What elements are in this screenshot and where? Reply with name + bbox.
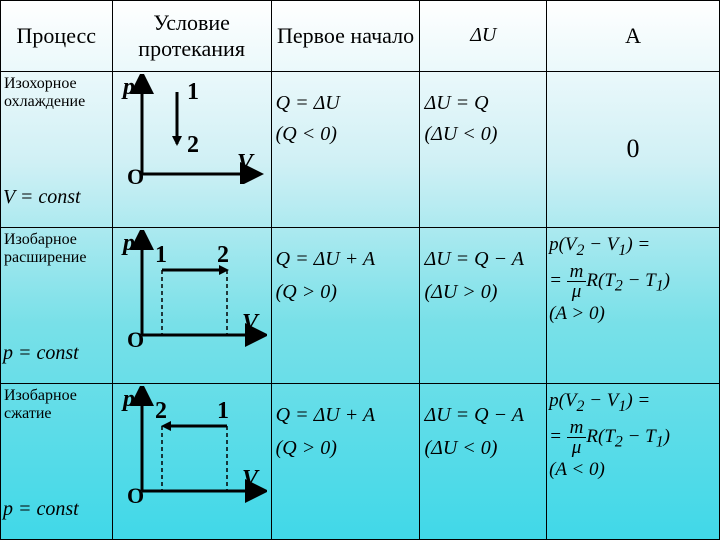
work-eq: = <box>549 269 567 290</box>
svg-text:p: p <box>121 386 135 412</box>
deltaU-cell: ΔU = Q − A (ΔU < 0) <box>420 383 547 539</box>
svg-text:p: p <box>121 74 135 100</box>
const-label: p = const <box>3 498 79 521</box>
header-work: A <box>547 1 720 72</box>
work-end2: ) <box>664 426 670 447</box>
table-row: Изохорное охлаждение V = const p V O 1 2 <box>1 71 720 227</box>
work-formula: p(V2 − V1) = = mμR(T2 − T1) (A > 0) <box>549 232 717 328</box>
svg-text:2: 2 <box>155 398 167 424</box>
header-condition: Условие протекания <box>112 1 271 72</box>
work-mid: − V <box>584 234 618 255</box>
pv-diagram-isobaric-comp: p V O 1 2 <box>117 386 267 506</box>
first-law-sub: (Q > 0) <box>276 437 416 460</box>
first-law-cell: Q = ΔU + A (Q > 0) <box>271 383 420 539</box>
header-deltaU: ΔU <box>420 1 547 72</box>
deltaU-eq: ΔU = Q − A <box>424 404 542 427</box>
work-r: R(T <box>586 269 615 290</box>
work-p: p <box>549 390 559 411</box>
deltaU-eq: ΔU = Q − A <box>424 248 542 271</box>
pv-diagram-isobaric-exp: p V O 1 2 <box>117 230 267 350</box>
work-mid: − V <box>584 390 618 411</box>
svg-text:1: 1 <box>187 79 199 105</box>
work-sub: 2 <box>615 277 623 294</box>
first-law-sub: (Q > 0) <box>276 281 416 304</box>
work-r: R(T <box>586 426 615 447</box>
const-label: p = const <box>3 342 79 365</box>
first-law-cell: Q = ΔU + A (Q > 0) <box>271 227 420 383</box>
first-law-eq: Q = ΔU <box>276 92 416 115</box>
frac-num: m <box>567 418 587 438</box>
fraction: mμ <box>567 262 587 301</box>
work-p: p <box>549 234 559 255</box>
svg-text:O: O <box>127 164 144 184</box>
svg-text:2: 2 <box>187 132 199 158</box>
work-eq: = <box>549 426 567 447</box>
deltaU-sub: (ΔU > 0) <box>424 281 542 304</box>
work-formula: p(V2 − V1) = = mμR(T2 − T1) (A < 0) <box>549 388 717 484</box>
svg-text:1: 1 <box>155 242 167 268</box>
svg-text:p: p <box>121 230 135 256</box>
work-cell: p(V2 − V1) = = mμR(T2 − T1) (A > 0) <box>547 227 720 383</box>
frac-num: m <box>567 262 587 282</box>
thermodynamics-table: Процесс Условие протекания Первое начало… <box>0 0 720 540</box>
work-sign: (A > 0) <box>549 303 605 324</box>
svg-text:V: V <box>242 310 260 336</box>
table-row: Изобарное расширение p = const p V O 1 2 <box>1 227 720 383</box>
first-law-eq: Q = ΔU + A <box>276 248 416 271</box>
process-name: Изохорное охлаждение <box>4 75 112 111</box>
process-name: Изобарное расширение <box>4 231 112 267</box>
svg-text:O: O <box>127 483 144 506</box>
svg-text:V: V <box>242 466 260 492</box>
header-process: Процесс <box>1 1 113 72</box>
svg-text:2: 2 <box>217 242 229 268</box>
work-end2: ) <box>664 269 670 290</box>
fraction: mμ <box>567 418 587 457</box>
diagram-cell: p V O 1 2 <box>112 227 271 383</box>
table-row: Изобарное сжатие p = const p V O 1 2 <box>1 383 720 539</box>
work-dash: − T <box>623 426 656 447</box>
work-dash: − T <box>623 269 656 290</box>
process-cell: Изобарное расширение p = const <box>1 227 113 383</box>
work-paren: (V <box>559 390 577 411</box>
work-sub: 2 <box>615 433 623 450</box>
work-cell: p(V2 − V1) = = mμR(T2 − T1) (A < 0) <box>547 383 720 539</box>
svg-text:V: V <box>237 150 255 176</box>
work-sign: (A < 0) <box>549 459 605 480</box>
diagram-cell: p V O 1 2 <box>112 383 271 539</box>
frac-den: μ <box>567 282 587 301</box>
work-end: ) = <box>626 234 650 255</box>
deltaU-sub: (ΔU < 0) <box>424 123 542 146</box>
const-label: V = const <box>3 186 81 209</box>
pv-diagram-isochoric: p V O 1 2 <box>117 74 267 184</box>
process-cell: Изохорное охлаждение V = const <box>1 71 113 227</box>
first-law-eq: Q = ΔU + A <box>276 404 416 427</box>
frac-den: μ <box>567 438 587 457</box>
header-row: Процесс Условие протекания Первое начало… <box>1 1 720 72</box>
svg-text:1: 1 <box>217 398 229 424</box>
process-cell: Изобарное сжатие p = const <box>1 383 113 539</box>
deltaU-cell: ΔU = Q (ΔU < 0) <box>420 71 547 227</box>
work-sub: 1 <box>656 277 664 294</box>
first-law-sub: (Q < 0) <box>276 123 416 146</box>
work-paren: (V <box>559 234 577 255</box>
process-name: Изобарное сжатие <box>4 387 112 423</box>
diagram-cell: p V O 1 2 <box>112 71 271 227</box>
deltaU-eq: ΔU = Q <box>424 92 542 115</box>
header-first-law: Первое начало <box>271 1 420 72</box>
deltaU-cell: ΔU = Q − A (ΔU > 0) <box>420 227 547 383</box>
svg-text:O: O <box>127 327 144 350</box>
deltaU-sub: (ΔU < 0) <box>424 437 542 460</box>
work-end: ) = <box>626 390 650 411</box>
work-sub: 1 <box>656 433 664 450</box>
work-cell: 0 <box>547 71 720 227</box>
work-value: 0 <box>551 134 715 164</box>
first-law-cell: Q = ΔU (Q < 0) <box>271 71 420 227</box>
